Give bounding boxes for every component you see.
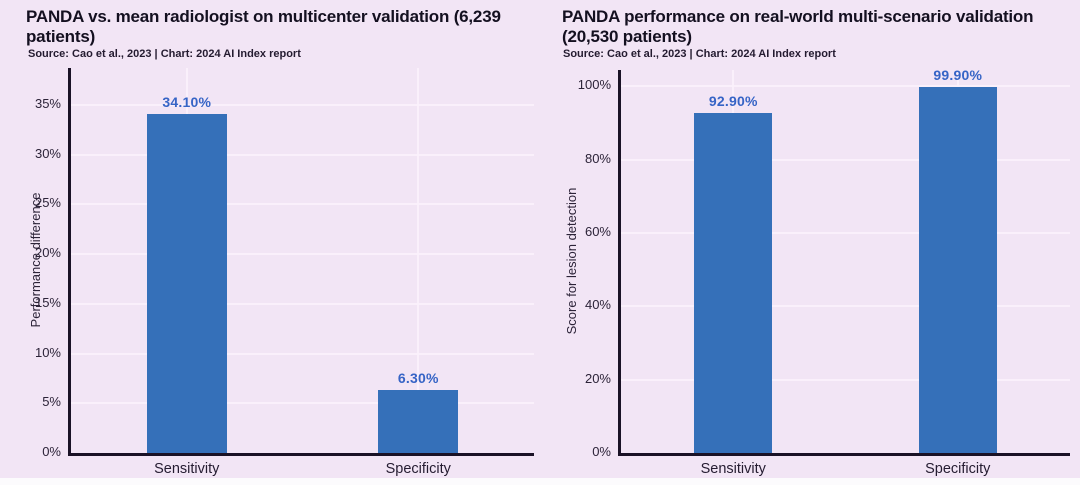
- y-tick-label: 5%: [42, 394, 61, 410]
- bar-value-label: 99.90%: [933, 66, 983, 83]
- vertical-gridline: [417, 68, 420, 453]
- y-tick-label: 100%: [577, 77, 611, 93]
- gridline: [71, 203, 534, 206]
- bar-value-label: 34.10%: [162, 93, 212, 110]
- gridline: [71, 253, 534, 256]
- y-tick-label: 40%: [584, 297, 611, 313]
- chart-source-caption: Source: Cao et al., 2023 | Chart: 2024 A…: [28, 48, 301, 60]
- plot-area: 0% 5% 10% 15% 20% 25% 30% 35% 34.10% Sensitivity 6…: [35, 68, 534, 477]
- y-tick-label: 80%: [584, 150, 611, 166]
- y-tick-label: 60%: [584, 224, 611, 240]
- y-tick-label: 0%: [42, 444, 61, 459]
- x-category-label: Specificity: [925, 461, 991, 477]
- y-tick-label: 0%: [592, 444, 611, 459]
- gridline: [621, 158, 1070, 161]
- plot-area: 0% 20% 40% 60% 80% 100% 92.90% Sensitivity 99.90…: [578, 66, 1070, 477]
- y-tick-label: 20%: [584, 370, 611, 386]
- bar-sensitivity: [694, 112, 773, 453]
- gridline: [621, 305, 1070, 308]
- bar-specificity: [918, 86, 997, 453]
- chart-source-caption: Source: Cao et al., 2023 | Chart: 2024 A…: [563, 48, 836, 60]
- y-tick-label: 30%: [34, 145, 61, 161]
- gridline: [71, 402, 534, 405]
- bar-specificity: [378, 390, 459, 453]
- y-tick-label: 25%: [34, 195, 61, 211]
- x-category-label: Specificity: [385, 461, 451, 477]
- gridline: [71, 302, 534, 305]
- y-tick-label: 35%: [34, 95, 61, 111]
- gridline: [621, 232, 1070, 235]
- gridline: [71, 352, 534, 355]
- y-tick-label: 10%: [34, 344, 61, 360]
- gridline: [621, 85, 1070, 88]
- chart-title: PANDA vs. mean radiologist on multicente…: [26, 7, 501, 46]
- y-tick-label: 20%: [34, 245, 61, 261]
- gridline: [71, 153, 534, 156]
- chart-title: PANDA performance on real-world multi-sc…: [562, 7, 1034, 46]
- gridline: [71, 103, 534, 106]
- y-axis-title: Score for lesion detection: [564, 187, 579, 335]
- chart-panda-vs-radiologist: PANDA vs. mean radiologist on multicente…: [26, 7, 534, 477]
- bar-value-label: 92.90%: [708, 92, 758, 109]
- bottom-border-strip: [0, 478, 1080, 485]
- gridline: [621, 378, 1070, 381]
- chart-panda-real-world: PANDA performance on real-world multi-sc…: [540, 0, 1080, 485]
- x-category-label: Sensitivity: [700, 461, 766, 477]
- x-category-label: Sensitivity: [154, 461, 220, 477]
- bar-value-label: 6.30%: [397, 370, 439, 387]
- y-tick-label: 15%: [34, 294, 61, 310]
- bar-sensitivity: [146, 113, 227, 453]
